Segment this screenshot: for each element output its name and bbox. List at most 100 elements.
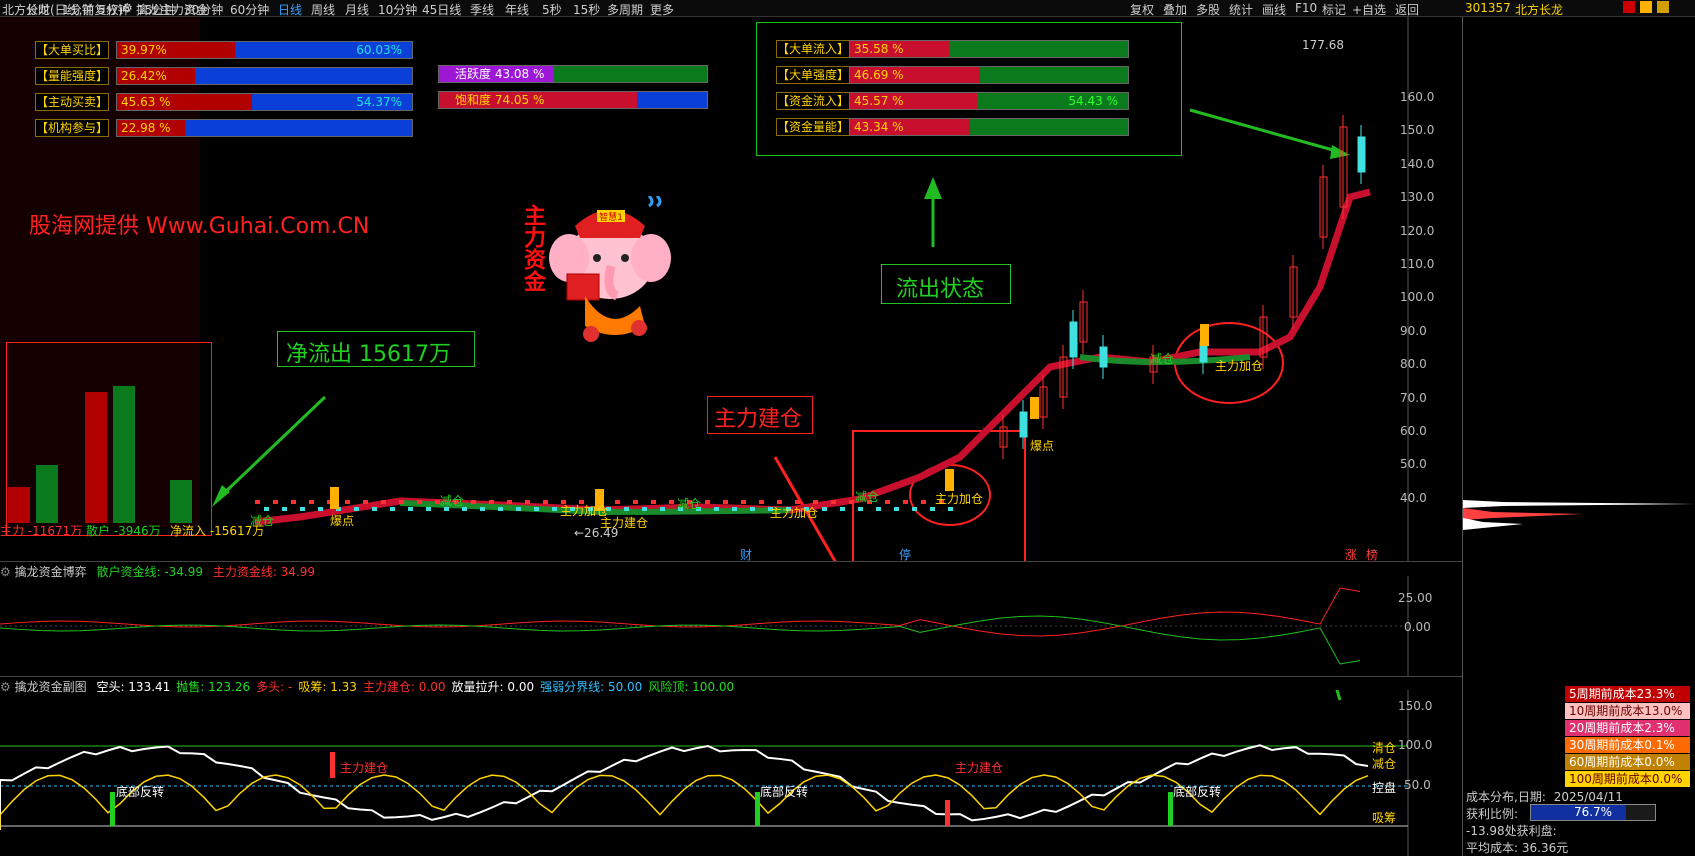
play-icon[interactable] bbox=[1640, 1, 1652, 13]
period-tab-0[interactable]: 分时 bbox=[26, 3, 51, 17]
candle bbox=[840, 507, 845, 511]
low-price-label: ←26.49 bbox=[574, 526, 618, 540]
period-tab-11[interactable]: 季线 bbox=[470, 3, 495, 17]
period-tab-12[interactable]: 年线 bbox=[505, 3, 530, 17]
candle bbox=[633, 500, 638, 504]
metric-right-label: 【资金流入】 bbox=[776, 92, 850, 110]
metric-right-value: 45.57 % bbox=[854, 94, 904, 108]
price-ytick: 100.0 bbox=[1400, 290, 1435, 305]
event-fin[interactable]: 财 bbox=[740, 548, 753, 562]
right-panel bbox=[1462, 17, 1695, 856]
period-tab-10[interactable]: 45日线 bbox=[422, 3, 462, 17]
draw-button[interactable]: 画线 bbox=[1262, 3, 1287, 17]
flow-bar bbox=[170, 480, 192, 523]
arrow-head-icon bbox=[212, 485, 230, 507]
signal-label: 爆点 bbox=[1030, 439, 1054, 453]
panel2-retail-line: 散户资金线: -34.99 bbox=[96, 565, 203, 579]
candle bbox=[453, 500, 458, 504]
candle bbox=[768, 507, 773, 511]
stock-name: 北方长龙 bbox=[1515, 3, 1564, 17]
stats-button[interactable]: 统计 bbox=[1229, 3, 1254, 17]
profit-value: 76.7% bbox=[1573, 805, 1613, 819]
candle bbox=[849, 500, 854, 504]
panel3-legend-item: 吸筹: 1.33 bbox=[298, 680, 357, 694]
panel3-settings-icon[interactable]: ⚙ bbox=[0, 680, 11, 694]
add-watchlist-button[interactable]: +自选 bbox=[1352, 3, 1387, 17]
candle bbox=[1069, 321, 1078, 358]
price-ytick: 50.0 bbox=[1400, 457, 1427, 472]
flag-icon[interactable] bbox=[1623, 1, 1635, 13]
candle bbox=[471, 500, 476, 504]
period-tab-6[interactable]: 日线 bbox=[278, 3, 303, 17]
retail-money-line bbox=[0, 615, 1361, 665]
period-tab-2[interactable]: 5分钟 bbox=[98, 3, 130, 17]
panel3-legend-item: 强弱分界线: 50.00 bbox=[540, 680, 643, 694]
candle bbox=[867, 500, 872, 504]
candle bbox=[462, 507, 467, 511]
candle bbox=[750, 507, 755, 511]
f10-button[interactable]: F10 bbox=[1295, 1, 1318, 15]
candle bbox=[624, 507, 629, 511]
metric-right-bar: 46.69 % bbox=[849, 66, 1129, 84]
arrow-line bbox=[1335, 690, 1342, 701]
candle bbox=[1357, 136, 1366, 173]
period-tab-13[interactable]: 5秒 bbox=[542, 3, 562, 17]
candle bbox=[426, 507, 431, 511]
period-tab-9[interactable]: 10分钟 bbox=[378, 3, 418, 17]
price-ytick: 90.0 bbox=[1400, 323, 1427, 338]
profit-line: -13.98处获利盘: bbox=[1466, 824, 1557, 838]
arrow-line bbox=[218, 395, 327, 499]
overlay-button[interactable]: 叠加 bbox=[1163, 3, 1188, 17]
signal-label: 减仓 bbox=[250, 514, 274, 528]
period-tab-7[interactable]: 周线 bbox=[311, 3, 336, 17]
stock-title: 北方长龙(日线,前复权) bbox=[2, 3, 124, 17]
fuquan-button[interactable]: 复权 bbox=[1130, 3, 1155, 17]
candle bbox=[489, 500, 494, 504]
event-halt[interactable]: 停 bbox=[899, 548, 912, 562]
candle bbox=[543, 500, 548, 504]
high-price-label: 177.68 bbox=[1302, 38, 1344, 52]
candle bbox=[921, 500, 926, 504]
signal-bar bbox=[1200, 324, 1209, 346]
candle bbox=[498, 507, 503, 511]
indicator-title[interactable]: 擒龙主力资金 bbox=[136, 3, 209, 17]
candle bbox=[381, 500, 386, 504]
back-button[interactable]: 返回 bbox=[1395, 3, 1420, 17]
period-tabs: 分时 1分钟 5分钟 15分钟 30分钟 60分钟 日线 周线 月线 10分钟 45日线 季线 年线 5秒… bbox=[0, 0, 1000, 17]
period-tab-3[interactable]: 15分钟 bbox=[137, 3, 177, 17]
period-tab-14[interactable]: 15秒 bbox=[573, 3, 601, 17]
panel2-title[interactable]: 擒龙资金博弈 bbox=[14, 565, 87, 579]
indicator-icon[interactable]: ⚙ bbox=[122, 1, 133, 15]
price-ytick: 160.0 bbox=[1400, 90, 1435, 104]
candle bbox=[1099, 346, 1108, 368]
period-tab-4[interactable]: 30分钟 bbox=[184, 3, 224, 17]
signal-label: 主力加仓 bbox=[770, 506, 818, 520]
panel3-legend-item: 风险顶: 100.00 bbox=[648, 680, 735, 694]
grid-icon[interactable] bbox=[1657, 1, 1669, 13]
candle bbox=[1079, 301, 1088, 343]
period-tab-16[interactable]: 更多 bbox=[650, 3, 675, 17]
panel3-ytick-100: 100.0 bbox=[1398, 738, 1433, 752]
zone-reduce: 减仓 bbox=[1372, 757, 1397, 771]
multi-stock-button[interactable]: 多股 bbox=[1196, 3, 1221, 17]
price-ytick: 60.0 bbox=[1400, 424, 1427, 438]
mark-button[interactable]: 标记 bbox=[1322, 3, 1347, 17]
candle bbox=[255, 500, 260, 504]
outflow-state-box: 流出状态 bbox=[881, 264, 1011, 304]
event-list[interactable]: 榜 bbox=[1366, 548, 1379, 562]
event-up[interactable]: 涨 bbox=[1345, 548, 1358, 562]
period-tab-8[interactable]: 月线 bbox=[345, 3, 370, 17]
price-ytick: 80.0 bbox=[1400, 357, 1427, 372]
period-tab-1[interactable]: 1分钟 bbox=[62, 3, 94, 17]
panel2-chart[interactable] bbox=[0, 576, 1462, 676]
period-tab-5[interactable]: 60分钟 bbox=[230, 3, 270, 17]
candle bbox=[561, 500, 566, 504]
panel2-settings-icon[interactable]: ⚙ bbox=[0, 565, 11, 579]
outflow-state-text: 流出状态 bbox=[896, 277, 985, 302]
arrow-line bbox=[1189, 108, 1341, 154]
period-tab-15[interactable]: 多周期 bbox=[607, 3, 644, 17]
candle bbox=[363, 500, 368, 504]
panel3-title[interactable]: 擒龙资金副图 bbox=[14, 680, 87, 694]
signal-label: 减仓 bbox=[677, 497, 701, 511]
